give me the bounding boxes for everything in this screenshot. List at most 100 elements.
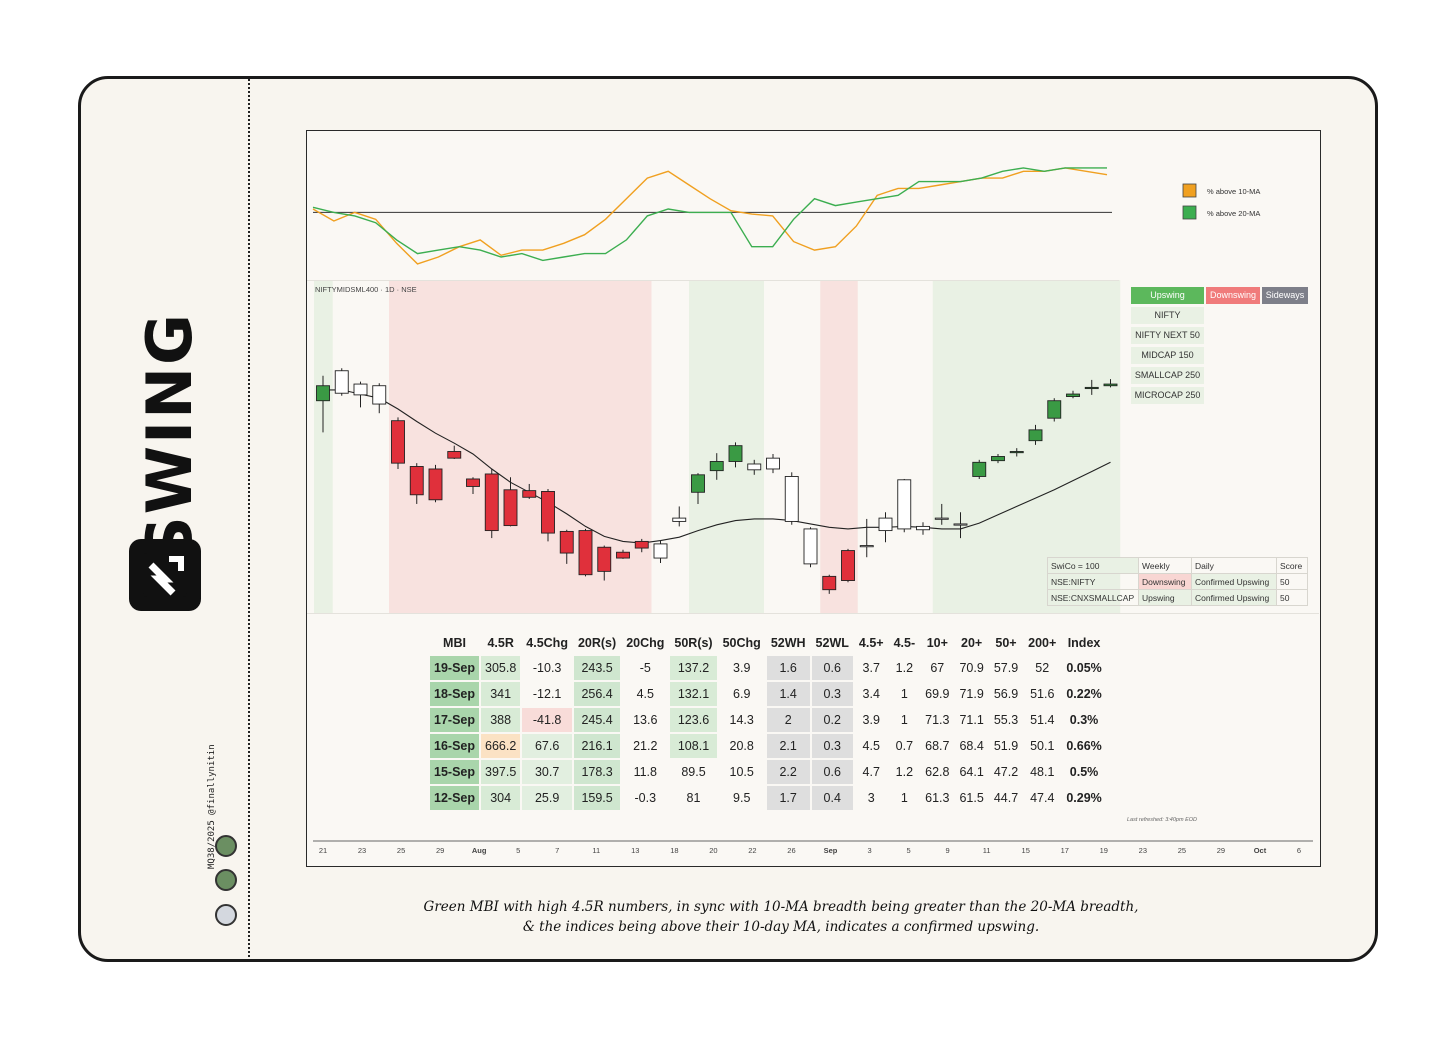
candle-body bbox=[747, 463, 762, 471]
candle-body bbox=[541, 491, 555, 534]
index-badge: NIFTY NEXT 50 bbox=[1131, 327, 1204, 344]
mbi-date: 15-Sep bbox=[430, 760, 479, 784]
x-tick-label: 23 bbox=[358, 846, 366, 855]
x-tick-label: 3 bbox=[867, 846, 871, 855]
chart-title: NIFTYMIDSML400 · 1D · NSE bbox=[315, 285, 417, 294]
candle bbox=[1009, 448, 1024, 457]
index-badge: NIFTY bbox=[1131, 307, 1204, 324]
x-tick-label: 7 bbox=[555, 846, 559, 855]
brand-block: SWING bbox=[129, 312, 206, 615]
candle-body bbox=[972, 461, 987, 477]
candle bbox=[522, 483, 537, 499]
mbi-cell: 67.6 bbox=[522, 734, 572, 758]
mbi-cell: 0.3 bbox=[811, 682, 853, 706]
candle-body bbox=[409, 466, 424, 496]
x-tick-label: 6 bbox=[1297, 846, 1301, 855]
x-tick-label: 25 bbox=[1178, 846, 1186, 855]
mbi-cell: 68.7 bbox=[925, 739, 950, 753]
candle bbox=[1103, 379, 1118, 388]
swico-table: SwiCo = 100 Weekly Daily Score NSE:NIFTY… bbox=[1047, 557, 1308, 606]
x-tick-label: 23 bbox=[1139, 846, 1147, 855]
candle bbox=[484, 468, 499, 539]
mbi-cell: 61.5 bbox=[959, 791, 984, 805]
mbi-cell: 51.4 bbox=[1030, 713, 1055, 727]
mbi-cell: 108.1 bbox=[670, 734, 717, 758]
x-tick-label: 11 bbox=[592, 846, 600, 855]
candle-body bbox=[1066, 393, 1080, 397]
mbi-date: 18-Sep bbox=[430, 682, 479, 706]
mbi-cell: 3.4 bbox=[862, 687, 880, 701]
mbi-cell: 397.5 bbox=[481, 760, 521, 784]
mbi-header: 200+ bbox=[1028, 636, 1057, 650]
mbi-cell: 20.8 bbox=[729, 739, 754, 753]
legend-upswing: Upswing bbox=[1131, 287, 1204, 304]
x-tick-label: 26 bbox=[787, 846, 795, 855]
mbi-date: 17-Sep bbox=[430, 708, 479, 732]
candle-body bbox=[334, 370, 349, 394]
swico-name: NSE:NIFTY bbox=[1047, 573, 1139, 590]
mbi-cell: 56.9 bbox=[993, 687, 1019, 701]
mbi-row: 18-Sep 341 -12.1 256.4 4.5 132.1 6.9 1.4 0.3 3.4 1… bbox=[430, 682, 1106, 706]
candle bbox=[822, 574, 837, 594]
mbi-cell: 0.2 bbox=[811, 708, 853, 732]
mbi-cell: 304 bbox=[481, 786, 521, 810]
candle-body bbox=[897, 479, 912, 530]
mbi-cell: 0.6 bbox=[811, 656, 853, 680]
mbi-cell: 1.7 bbox=[766, 786, 810, 810]
status-dot-green-1 bbox=[215, 835, 237, 857]
swico-header: Weekly bbox=[1138, 557, 1192, 574]
mbi-cell: 256.4 bbox=[573, 682, 621, 706]
mbi-row: 17-Sep 388 -41.8 245.4 13.6 123.6 14.3 2 0.2 3.9 1… bbox=[430, 708, 1106, 732]
candle bbox=[578, 528, 593, 577]
mbi-cell: 1 bbox=[900, 713, 908, 727]
breadth-legend-label: % above 20-MA bbox=[1207, 209, 1260, 218]
candle bbox=[334, 368, 349, 396]
regime-band-downswing bbox=[389, 280, 652, 613]
x-tick-label: 29 bbox=[436, 846, 444, 855]
mbi-cell: -41.8 bbox=[522, 708, 572, 732]
mbi-cell: -10.3 bbox=[532, 661, 562, 675]
x-tick-label: Oct bbox=[1254, 846, 1267, 855]
mbi-cell: 0.3% bbox=[1069, 713, 1099, 727]
candle-body bbox=[766, 457, 780, 470]
mbi-cell: 1.6 bbox=[766, 656, 810, 680]
x-tick-label: 22 bbox=[748, 846, 756, 855]
candle bbox=[878, 512, 893, 543]
candle bbox=[672, 506, 687, 527]
candle-body bbox=[916, 525, 930, 531]
mbi-cell: 4.5 bbox=[862, 739, 880, 753]
mbi-header: 52WL bbox=[815, 636, 849, 650]
mbi-cell: 3.9 bbox=[862, 713, 880, 727]
mbi-row: 16-Sep 666.2 67.6 216.1 21.2 108.1 20.8 2.1 0.3 4… bbox=[430, 734, 1106, 758]
candle-body bbox=[822, 575, 837, 591]
caption-line-2: & the indices being above their 10-day M… bbox=[522, 919, 1040, 935]
swico-header: Score bbox=[1276, 557, 1308, 574]
candle bbox=[1066, 390, 1080, 399]
swico-header: SwiCo = 100 bbox=[1047, 557, 1139, 574]
candle bbox=[447, 445, 462, 459]
candle-body bbox=[653, 543, 668, 559]
mbi-cell: 13.6 bbox=[633, 713, 658, 727]
candle bbox=[859, 518, 874, 558]
candle-body bbox=[953, 523, 968, 526]
candle bbox=[559, 529, 574, 564]
candle-body bbox=[597, 546, 612, 572]
x-tick-label: Sep bbox=[824, 846, 838, 855]
legend-downswing: Downswing bbox=[1206, 287, 1260, 304]
mbi-cell: 55.3 bbox=[993, 713, 1019, 727]
mbi-cell: 1 bbox=[900, 687, 908, 701]
mbi-row: 12-Sep 304 25.9 159.5 -0.3 81 9.5 1.7 0.4 3 1 61.3 6… bbox=[430, 786, 1106, 810]
candle-body bbox=[522, 490, 537, 498]
swing-card: SWING MQ38/2025 @finallynitin NIFTYMIDSM… bbox=[78, 76, 1378, 962]
candle-body bbox=[503, 489, 518, 527]
mbi-row: 19-Sep 305.8 -10.3 243.5 -5 137.2 3.9 1.6 0.6 3.7… bbox=[430, 656, 1106, 680]
x-tick-label: 29 bbox=[1217, 846, 1225, 855]
mbi-date: 12-Sep bbox=[430, 786, 479, 810]
candle-body bbox=[559, 530, 574, 554]
regime-band-upswing bbox=[689, 280, 764, 613]
mbi-cell: 3 bbox=[867, 791, 875, 805]
candle bbox=[391, 417, 405, 469]
x-tick-label: 11 bbox=[983, 846, 991, 855]
candle-body bbox=[447, 451, 462, 459]
mbi-cell: 44.7 bbox=[993, 791, 1019, 805]
